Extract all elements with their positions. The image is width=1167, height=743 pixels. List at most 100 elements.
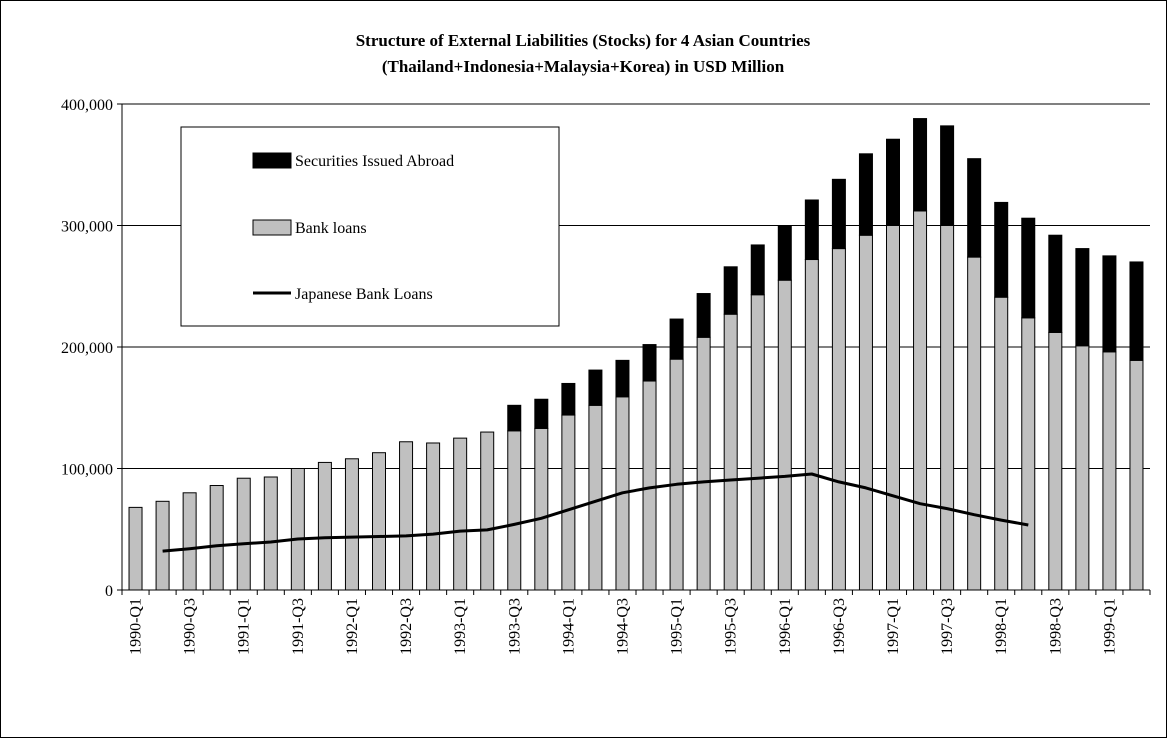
legend-swatch-securities — [252, 152, 292, 169]
x-tick-label-10: 1992-Q3 — [398, 598, 415, 655]
bar-bank-loans-7 — [317, 461, 332, 591]
bar-securities-22 — [723, 266, 738, 315]
bar-securities-26 — [831, 178, 846, 250]
x-tick-label-24: 1996-Q1 — [777, 598, 794, 655]
x-tick-label-8: 1992-Q1 — [344, 598, 361, 655]
bar-bank-loans-31 — [967, 256, 982, 591]
bar-securities-32 — [994, 201, 1009, 298]
bar-bank-loans-17 — [588, 404, 603, 591]
legend-label-securities: Securities Issued Abroad — [295, 153, 454, 170]
bar-securities-25 — [804, 199, 819, 261]
x-tick-label-30: 1997-Q3 — [939, 598, 956, 655]
bar-securities-16 — [561, 382, 576, 416]
y-tick-label-1: 100,000 — [61, 462, 113, 479]
bar-bank-loans-11 — [426, 442, 441, 591]
bar-bank-loans-19 — [642, 380, 657, 591]
bar-securities-20 — [669, 318, 684, 360]
bar-securities-24 — [777, 225, 792, 281]
bar-securities-19 — [642, 344, 657, 382]
x-tick-label-6: 1991-Q3 — [290, 598, 307, 655]
bar-bank-loans-23 — [750, 294, 765, 591]
y-tick-label-2: 200,000 — [61, 340, 113, 357]
bar-securities-31 — [967, 158, 982, 258]
bar-securities-36 — [1102, 255, 1117, 353]
bar-bank-loans-34 — [1048, 331, 1063, 591]
x-tick-label-4: 1991-Q1 — [236, 598, 253, 655]
bar-bank-loans-9 — [372, 452, 386, 591]
bar-bank-loans-6 — [290, 468, 305, 591]
bar-securities-14 — [507, 404, 522, 432]
bar-bank-loans-14 — [507, 430, 522, 591]
y-tick-label-0: 0 — [105, 583, 113, 600]
bar-bank-loans-0 — [128, 506, 143, 591]
bar-bank-loans-21 — [696, 336, 711, 591]
x-tick-label-14: 1993-Q3 — [506, 598, 523, 655]
x-tick-label-18: 1994-Q3 — [614, 598, 631, 655]
bar-bank-loans-25 — [804, 259, 819, 591]
legend-box — [180, 126, 560, 327]
chart-title: Structure of External Liabilities (Stock… — [356, 31, 811, 50]
bar-bank-loans-3 — [209, 485, 224, 591]
bar-securities-28 — [886, 138, 900, 226]
bar-securities-15 — [534, 398, 549, 429]
bar-bank-loans-1 — [155, 500, 170, 591]
bar-securities-17 — [588, 369, 603, 406]
bar-bank-loans-28 — [886, 225, 900, 591]
x-tick-label-12: 1993-Q1 — [452, 598, 469, 655]
bar-bank-loans-22 — [723, 313, 738, 591]
legend-label-japanese-loans: Japanese Bank Loans — [295, 286, 433, 303]
line-japanese-bank-loans — [162, 472, 1029, 553]
bar-bank-loans-32 — [994, 296, 1009, 591]
bar-bank-loans-20 — [669, 358, 684, 591]
chart-subtitle: (Thailand+Indonesia+Malaysia+Korea) in U… — [382, 57, 785, 76]
bar-securities-29 — [913, 118, 928, 212]
bar-securities-35 — [1075, 248, 1090, 347]
bar-bank-loans-10 — [399, 441, 414, 591]
bar-bank-loans-26 — [831, 248, 846, 591]
bar-bank-loans-13 — [480, 431, 495, 591]
bar-securities-33 — [1021, 217, 1036, 319]
bar-bank-loans-33 — [1021, 317, 1036, 591]
bar-bank-loans-27 — [858, 234, 873, 591]
y-axis-ticks: 0 100,000 200,000 300,000 400,000 — [61, 97, 122, 600]
y-tick-label-4: 400,000 — [61, 97, 113, 114]
bar-bank-loans-30 — [940, 225, 955, 591]
bar-bank-loans-35 — [1075, 345, 1090, 591]
x-tick-label-20: 1995-Q1 — [669, 598, 686, 655]
bar-bank-loans-37 — [1129, 359, 1144, 591]
line-series — [162, 472, 1029, 553]
x-tick-label-2: 1990-Q3 — [182, 598, 199, 655]
bar-bank-loans-12 — [453, 437, 468, 591]
bar-bank-loans-16 — [561, 414, 576, 591]
bar-securities-34 — [1048, 234, 1063, 333]
bar-securities-37 — [1129, 261, 1144, 361]
x-tick-label-28: 1997-Q1 — [885, 598, 902, 655]
bar-securities-18 — [615, 359, 630, 398]
bar-bank-loans-8 — [344, 458, 359, 591]
bar-securities-27 — [858, 153, 873, 236]
x-tick-label-0: 1990-Q1 — [128, 598, 145, 655]
x-tick-label-26: 1996-Q3 — [831, 598, 848, 655]
bars — [128, 118, 1144, 591]
y-tick-label-3: 300,000 — [61, 219, 113, 236]
bar-securities-23 — [750, 244, 765, 296]
bar-bank-loans-29 — [913, 210, 928, 591]
x-tick-label-32: 1998-Q1 — [993, 598, 1010, 655]
x-tick-label-36: 1999-Q1 — [1101, 598, 1118, 655]
legend-swatch-bank-loans — [252, 219, 292, 236]
x-axis-ticks: 1990-Q1 1990-Q3 1991-Q1 1991-Q3 1992-Q1 1992-… — [121, 590, 1151, 655]
legend: Securities Issued Abroad Bank loans Japa… — [180, 126, 560, 327]
bar-bank-loans-4 — [236, 477, 251, 591]
legend-label-bank-loans: Bank loans — [295, 220, 367, 237]
x-tick-label-16: 1994-Q1 — [560, 598, 577, 655]
bar-bank-loans-15 — [534, 427, 549, 591]
bar-bank-loans-5 — [263, 476, 278, 591]
bar-bank-loans-2 — [182, 492, 197, 591]
x-tick-label-34: 1998-Q3 — [1047, 598, 1064, 655]
x-tick-label-22: 1995-Q3 — [723, 598, 740, 655]
bar-securities-21 — [696, 293, 711, 338]
bar-bank-loans-24 — [777, 279, 792, 591]
